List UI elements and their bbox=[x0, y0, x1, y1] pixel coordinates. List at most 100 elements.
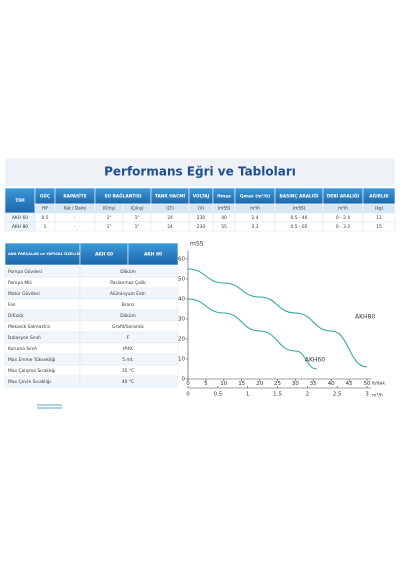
y-tick-label: 20 bbox=[178, 337, 185, 343]
y-axis-label: mSS bbox=[190, 241, 204, 248]
x-tick-label: 5 bbox=[204, 381, 208, 387]
unit-label: (Giriş) bbox=[103, 206, 116, 211]
cell-text: 1" bbox=[107, 224, 112, 230]
x-tick-label: 0 bbox=[186, 381, 190, 387]
table-cell bbox=[362, 221, 396, 232]
row-value: Döküm bbox=[120, 269, 136, 275]
header-cell bbox=[127, 242, 179, 266]
cell-text: 2.4 bbox=[252, 215, 259, 221]
row-label: İzolasyon Sınıfı bbox=[8, 334, 41, 341]
cell-text: 11 bbox=[376, 215, 382, 221]
cell-text: 1" bbox=[135, 215, 140, 221]
cell-text: 3.3 bbox=[252, 224, 259, 230]
cell-text: 0.5 bbox=[42, 215, 49, 221]
cell-text: 0.5 - 65 bbox=[291, 224, 308, 230]
cell-text: 1" bbox=[135, 224, 140, 230]
row-value: 5 mt. bbox=[122, 357, 134, 363]
row-value: Grafit/Seramik bbox=[112, 324, 144, 330]
cell-text: 0 - 2.4 bbox=[336, 215, 350, 221]
unit-label: (kg) bbox=[375, 206, 384, 211]
cell-text: 230 bbox=[197, 224, 206, 230]
cell-text: 0.5 - 40 bbox=[291, 215, 308, 221]
cell-text: AKH 60 bbox=[12, 215, 28, 221]
curve-label: AKH60 bbox=[305, 357, 325, 364]
y-tick-label: 50 bbox=[178, 277, 185, 283]
x-tick-label: 30 bbox=[292, 381, 299, 387]
x-tick-label: 25 bbox=[274, 381, 281, 387]
row-label: Max Çalışma Sıcaklığı bbox=[8, 367, 55, 374]
header-cell bbox=[4, 187, 36, 214]
x-tick-label: 10 bbox=[220, 381, 227, 387]
cell-text: 40 bbox=[221, 215, 227, 221]
row-label: Mekanik Salmastra bbox=[8, 324, 50, 330]
header-label: KAPASİTE bbox=[63, 193, 86, 200]
row-value: Alüminyum Extr. bbox=[110, 291, 146, 297]
y-tick-label: 30 bbox=[178, 317, 185, 323]
x-tick-label: 35 bbox=[310, 381, 317, 387]
unit-label: (mSS) bbox=[293, 206, 306, 211]
row-value: F bbox=[127, 335, 130, 341]
header-label: DEBİ ARALIĞI bbox=[327, 193, 360, 200]
y-tick-label: 40 bbox=[178, 297, 185, 303]
header-label: AKH 60 bbox=[95, 252, 113, 258]
header-label: BASINÇ ARALIĞI bbox=[280, 193, 319, 200]
x-tick-label: 20 bbox=[256, 381, 263, 387]
x-tick-label: 50 bbox=[364, 381, 371, 387]
cell-text: 55 bbox=[221, 224, 227, 230]
curve-label: AKH80 bbox=[355, 314, 375, 321]
x2-tick-label: 2.5 bbox=[333, 392, 342, 398]
cell-text: 24 bbox=[167, 224, 173, 230]
row-value: Döküm bbox=[120, 313, 136, 319]
header-label: SU BAĞLANTISI bbox=[104, 193, 141, 200]
row-value: Bronz bbox=[122, 302, 135, 308]
header-label: Hmax bbox=[217, 194, 231, 200]
y-tick-label: 60 bbox=[178, 257, 185, 263]
unit-label: m³/h bbox=[250, 206, 260, 211]
page-title: Performans Eğri ve Tabloları bbox=[104, 165, 296, 179]
row-label: Motor Gövdesi bbox=[8, 291, 40, 297]
cell-text: AKH 80 bbox=[12, 224, 28, 230]
x-tick-label: 15 bbox=[238, 381, 245, 387]
cell-text: - bbox=[74, 216, 76, 221]
row-label: Difüzör bbox=[8, 313, 24, 319]
x-tick-label: 40 bbox=[328, 381, 335, 387]
y-tick-label: 0 bbox=[182, 377, 186, 383]
x2-tick-label: 1 bbox=[246, 392, 250, 398]
row-label: Pompa Mili bbox=[8, 280, 32, 286]
row-label: Max Emme Yüksekliği bbox=[8, 356, 55, 363]
title-band bbox=[5, 158, 395, 186]
header-label: GÜÇ bbox=[40, 193, 50, 200]
cell-text: 1 bbox=[44, 224, 47, 230]
curve bbox=[187, 268, 368, 368]
unit-label: (mSS) bbox=[218, 206, 231, 211]
cell-text: 1" bbox=[107, 215, 112, 221]
row-label-cell bbox=[4, 298, 81, 311]
x2-tick-label: 0 bbox=[186, 392, 190, 398]
row-label: Pompa Gövdesi bbox=[8, 269, 42, 275]
x2-tick-label: 1.5 bbox=[273, 392, 282, 398]
header-label: AKH 80 bbox=[144, 252, 162, 258]
row-value: 35 °C bbox=[122, 368, 134, 374]
cell-text: 15 bbox=[376, 224, 382, 230]
x-tick-label: 45 bbox=[346, 381, 353, 387]
unit-label: (Çıkış) bbox=[130, 206, 143, 211]
row-value: IP4X bbox=[123, 346, 133, 352]
cell-text: 24 bbox=[167, 215, 173, 221]
cell-text: - bbox=[74, 225, 76, 230]
x2-axis-label: m³/h bbox=[372, 393, 383, 399]
row-value: Paslanmaz Çelik bbox=[110, 280, 146, 286]
curve bbox=[187, 298, 317, 370]
x-axis-label: lt/dak bbox=[372, 381, 385, 387]
header-label: AĞIRLIK bbox=[369, 193, 389, 200]
x2-tick-label: 0.5 bbox=[213, 392, 222, 398]
unit-label: m³/h bbox=[338, 206, 348, 211]
unit-label: (LT) bbox=[166, 206, 174, 211]
header-label: Qmax (m³/h) bbox=[240, 194, 270, 200]
row-value: 40 °C bbox=[122, 379, 134, 385]
row-label: Koruma Sınıfı bbox=[8, 346, 37, 352]
row-value-cell bbox=[79, 375, 179, 388]
cell-text: 0 - 3.3 bbox=[336, 224, 350, 230]
header-label: VOLTAJ bbox=[193, 194, 210, 200]
header-label: ANA PARÇALAR ve YAPISAL ÖZELLİKLER bbox=[8, 251, 89, 256]
unit-label: (V) bbox=[198, 206, 204, 211]
